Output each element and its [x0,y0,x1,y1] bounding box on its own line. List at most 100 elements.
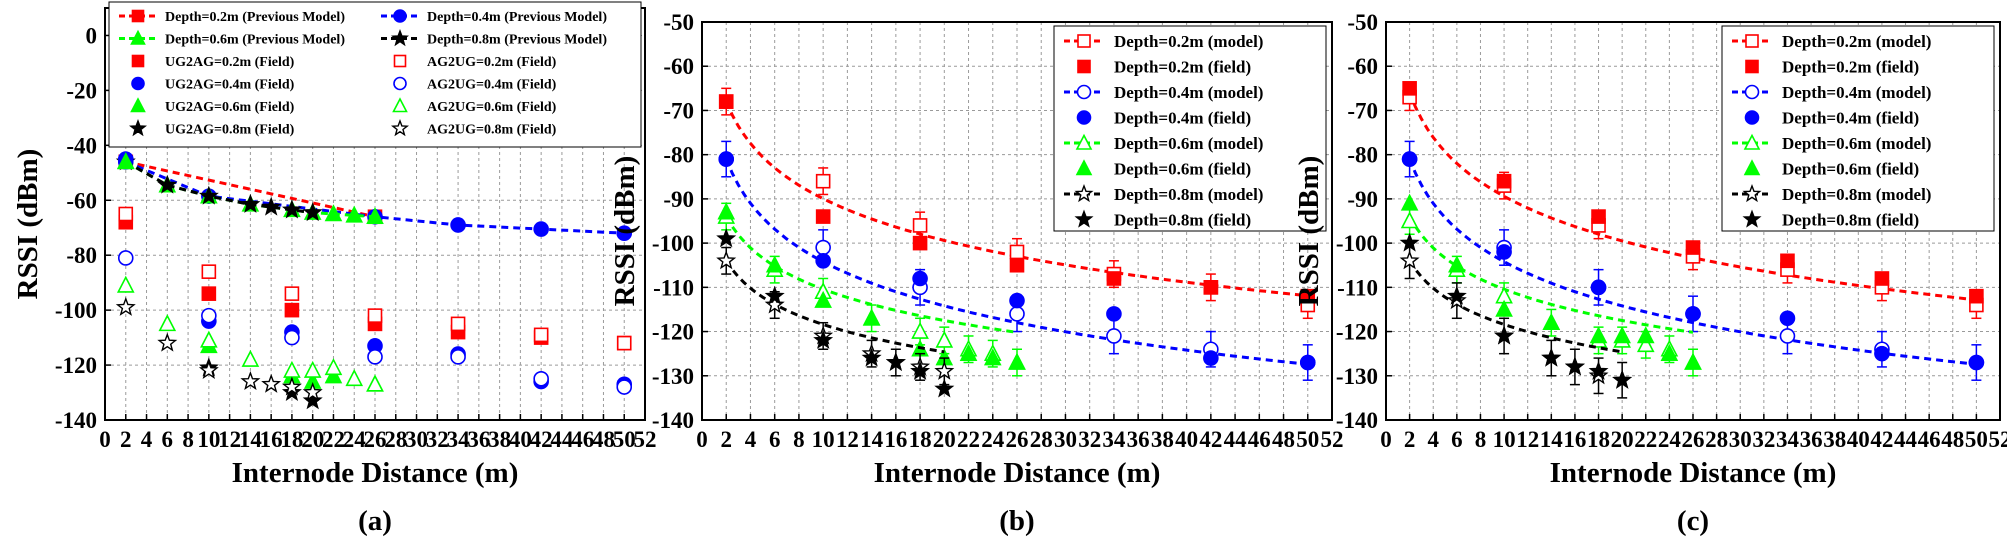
legend-marker [1077,34,1091,48]
data-point [1446,285,1467,305]
y-tick-label: -100 [55,298,97,323]
data-point [1636,335,1655,353]
x-tick-label: 52 [634,427,657,452]
data-point [1106,306,1122,322]
series [198,357,323,410]
data-point [717,202,736,220]
legend-marker [391,119,409,137]
data-point [366,207,384,225]
model-curve [1408,215,1694,334]
legend-label: UG2AG=0.4m (Field) [165,78,295,93]
x-tick-label: 4 [745,427,757,452]
data-point [240,370,261,391]
y-tick-label: -60 [66,188,97,213]
x-axis-label: Internode Distance (m) [1550,457,1837,489]
x-tick-label: 44 [1224,427,1248,452]
legend-marker [130,29,146,45]
legend-label: Depth=0.4m (model) [1114,83,1263,102]
x-tick-label: 36 [467,427,490,452]
data-point [367,349,383,365]
x-tick-label: 12 [836,427,859,452]
x-tick-label: 0 [1380,427,1392,452]
x-tick-label: 34 [447,427,471,452]
data-point [115,296,136,316]
x-tick-label: 30 [1054,427,1077,452]
data-point [240,193,261,213]
x-tick-label: 8 [182,427,194,452]
data-point [1399,250,1420,270]
x-axis-label: Internode Distance (m) [874,457,1161,489]
y-tick-label: -140 [652,408,694,433]
data-point [1448,255,1466,273]
data-point [765,255,784,273]
y-tick-label: -90 [663,187,694,212]
data-point [1008,352,1026,370]
data-point [116,275,135,293]
y-tick-label: -80 [663,143,694,168]
x-tick-label: 16 [260,427,283,452]
legend-label: Depth=0.8m (model) [1782,185,1931,204]
legend-label: Depth=0.8m (field) [1782,211,1919,230]
legend-marker [129,119,147,137]
data-point [861,347,882,367]
series [1402,81,1984,304]
x-tick-label: 16 [884,427,907,452]
x-tick-label: 34 [1102,427,1126,452]
data-point [450,217,466,233]
series [1400,193,1702,370]
x-tick-label: 6 [162,427,174,452]
y-tick-label: -140 [1336,408,1378,433]
data-point [157,174,178,194]
x-tick-label: 34 [1776,427,1800,452]
data-point [1660,343,1679,361]
legend-marker [391,29,409,47]
data-point [1106,328,1122,344]
series [117,154,633,242]
data-point [1636,326,1655,344]
series [115,151,323,222]
data-point [1684,352,1702,370]
x-tick-label: 18 [1587,427,1610,452]
data-point [1588,360,1609,380]
legend-label: Depth=0.8m (model) [1114,185,1263,204]
legend-marker [1744,84,1760,100]
x-tick-label: 46 [1918,427,1941,452]
x-tick-label: 26 [1006,427,1029,452]
x-tick-label: 6 [1451,427,1463,452]
series [115,296,323,402]
legend-marker [1744,110,1760,125]
x-tick-label: 40 [1175,427,1198,452]
y-tick-label: -70 [663,98,694,123]
data-point [815,252,831,269]
data-point [1203,280,1219,295]
data-point [118,206,134,222]
x-tick-label: 44 [1894,427,1918,452]
legend-box [1721,25,1995,232]
x-tick-label: 36 [1800,427,1823,452]
series [116,275,384,392]
legend-label: Depth=0.2m (field) [1114,58,1251,77]
data-point [198,185,219,205]
panel-c: 0 2 4 6 8 10 12 14 16 18 20 22 24 26 28 30 32 34 36 38 40 42 4… [1293,10,2007,537]
y-tick-label: -100 [1336,231,1378,256]
legend-label: Depth=0.4m (model) [1782,83,1931,102]
legend-label: UG2AG=0.6m (Field) [165,100,295,115]
panel-label: (c) [1677,505,1709,537]
x-tick-label: 42 [1870,427,1893,452]
y-tick-label: -40 [66,133,97,158]
x-tick-label: 36 [1127,427,1150,452]
legend-label: Depth=0.2m (model) [1782,32,1931,51]
data-point [813,329,834,349]
data-point [157,332,178,352]
x-tick-label: 2 [120,427,132,452]
y-tick-label: -120 [1336,320,1378,345]
data-point [284,286,300,301]
data-point [910,360,931,380]
data-point [533,327,549,343]
x-tick-label: 30 [1729,427,1752,452]
data-point [764,294,785,314]
data-point [1591,209,1606,224]
x-tick-label: 50 [1296,427,1319,452]
data-point [1874,345,1890,362]
x-tick-label: 12 [1516,427,1539,452]
